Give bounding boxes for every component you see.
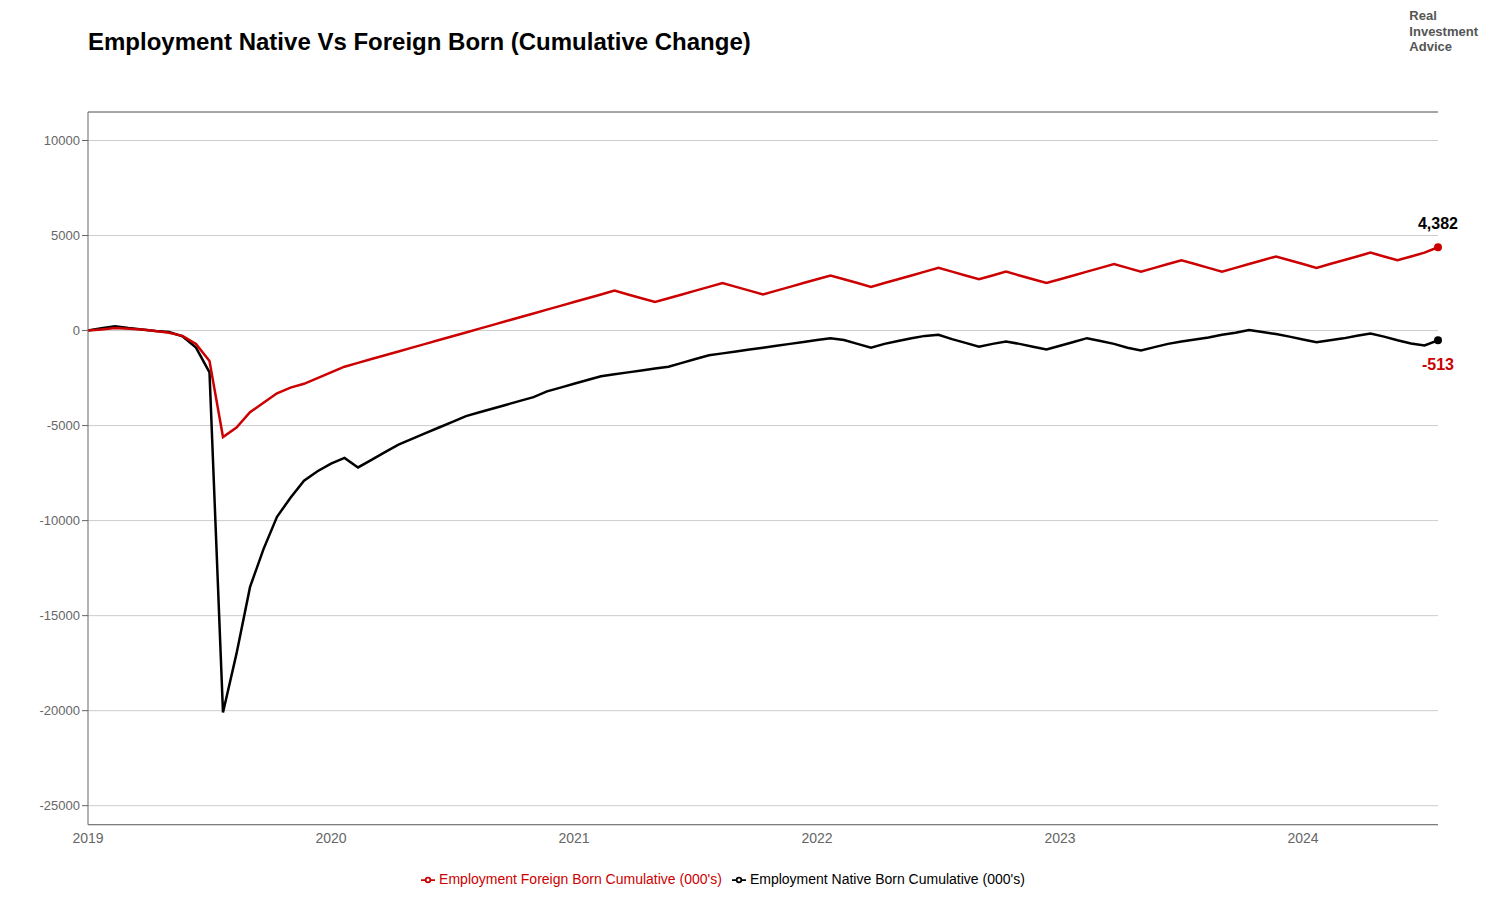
svg-text:2021: 2021 xyxy=(558,830,589,846)
html-text:Employment Native Vs Foreign B: Employment Native Vs Foreign Born (Cumul… xyxy=(88,28,751,55)
svg-text:-20000: -20000 xyxy=(40,703,80,718)
svg-text:2023: 2023 xyxy=(1044,830,1075,846)
svg-text:5000: 5000 xyxy=(51,228,80,243)
svg-text:2020: 2020 xyxy=(315,830,346,846)
html-text:Employment Native Born Cumulat: Employment Native Born Cumulative (000's… xyxy=(749,870,1025,887)
svg-text:-513: -513 xyxy=(1422,356,1454,373)
svg-text:-10000: -10000 xyxy=(40,513,80,528)
html-text:Employment Foreign Born Cumula: Employment Foreign Born Cumulative (000'… xyxy=(439,870,722,887)
svg-text:0: 0 xyxy=(73,323,80,338)
svg-text:2022: 2022 xyxy=(801,830,832,846)
svg-text:2019: 2019 xyxy=(72,830,103,846)
svg-text:-25000: -25000 xyxy=(40,798,80,813)
svg-text:2024: 2024 xyxy=(1287,830,1318,846)
svg-text:-5000: -5000 xyxy=(47,418,80,433)
html-text:Real Investment Advice: Real Investment Advice xyxy=(1409,8,1478,55)
svg-text:-15000: -15000 xyxy=(40,608,80,623)
svg-text:4,382: 4,382 xyxy=(1418,215,1458,232)
svg-text:10000: 10000 xyxy=(44,133,80,148)
